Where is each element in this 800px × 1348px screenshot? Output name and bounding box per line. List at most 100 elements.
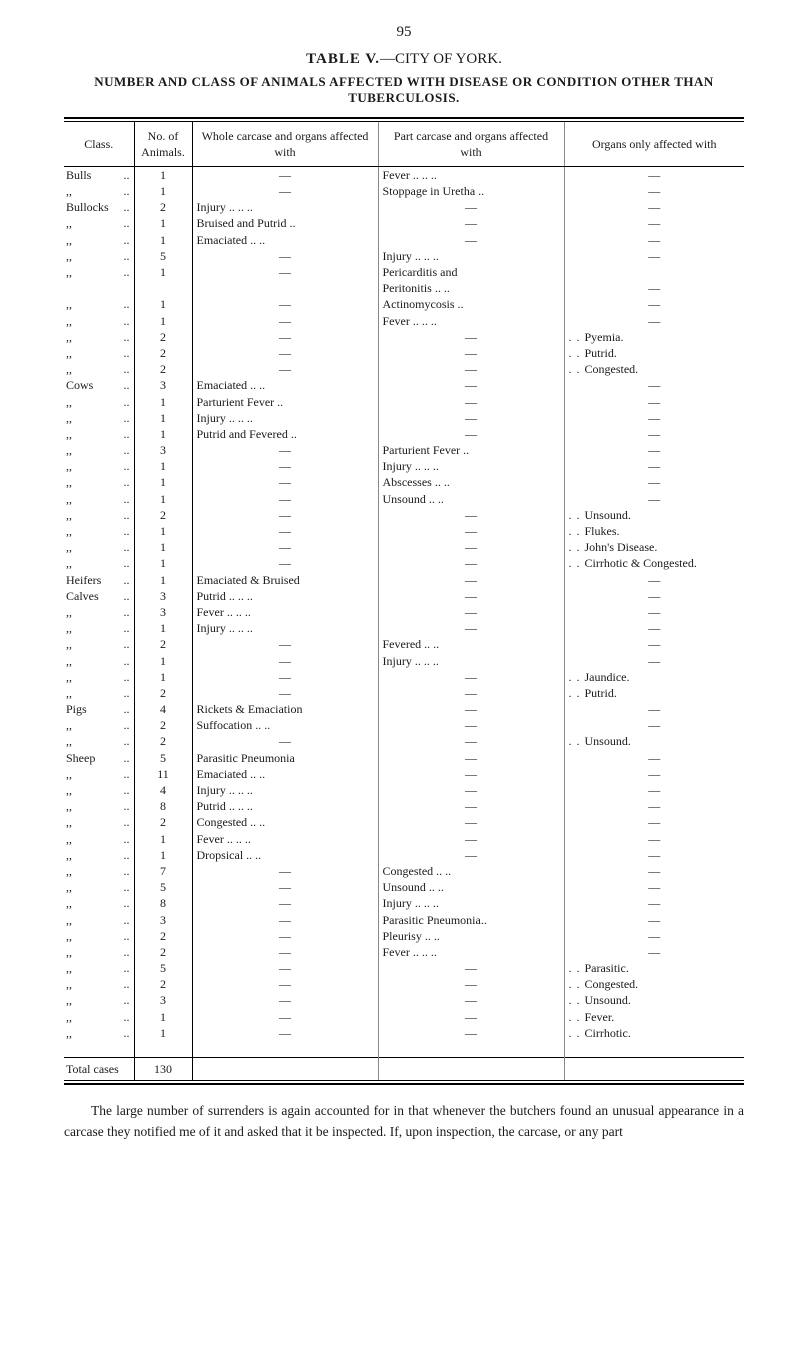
cell-count: 1 [134,458,192,474]
table-cell: Fever .. .. .. [378,944,564,960]
table-cell: . . Unsound. [564,733,744,749]
col-class: Class. [64,122,134,167]
table-row: Bulls..1—Fever .. .. ..— [64,166,744,183]
table-row: ,,..5——. . Parasitic. [64,960,744,976]
table-row: ,,..3Fever .. .. ..—— [64,604,744,620]
table-cell: — [564,442,744,458]
cell-class: Pigs.. [64,701,134,717]
table-cell: . . Unsound. [564,992,744,1008]
table-cell: — [378,345,564,361]
cell-class: ,,.. [64,895,134,911]
table-cell: — [192,166,378,183]
cell-class: ,,.. [64,604,134,620]
table-cell: — [564,215,744,231]
cell-count: 4 [134,782,192,798]
cell-class: ,,.. [64,669,134,685]
table-cell: — [564,653,744,669]
table-cell [64,1041,134,1058]
table-cell: — [378,831,564,847]
table-row: ,,..1Emaciated .. ..—— [64,232,744,248]
cell-count: 11 [134,766,192,782]
table-cell: Injury .. .. .. [378,895,564,911]
cell-count: 1 [134,539,192,555]
table-cell: — [192,992,378,1008]
table-wrapper: Class. No. of Animals. Whole carcase and… [64,117,744,1086]
cell-class: ,,.. [64,345,134,361]
cell-class: ,,.. [64,717,134,733]
table-cell: — [378,620,564,636]
cell-class: ,,.. [64,296,134,312]
table-row: ,,..3—Parturient Fever ..— [64,442,744,458]
table-cell: — [192,879,378,895]
table-cell: — [564,766,744,782]
document-page: 95 TABLE V.—CITY OF YORK. NUMBER AND CLA… [0,0,800,1348]
table-cell: — [378,555,564,571]
cell-class: ,,.. [64,960,134,976]
table-row: ,,..2——. . Putrid. [64,685,744,701]
table-cell: — [378,232,564,248]
cell-class: ,,.. [64,410,134,426]
table-cell: — [564,426,744,442]
table-cell: — [378,814,564,830]
cell-count: 1 [134,831,192,847]
table-cell [378,1058,564,1081]
cell-count: 1 [134,215,192,231]
table-cell [564,1041,744,1058]
table-cell: — [378,766,564,782]
table-cell: Parasitic Pneumonia [192,750,378,766]
table-cell: — [378,507,564,523]
table-row: ,,..2——. . Unsound. [64,733,744,749]
cell-count: 2 [134,717,192,733]
table-row: ,,..1—Fever .. .. ..— [64,313,744,329]
table-cell: — [378,798,564,814]
cell-class: ,,.. [64,1025,134,1041]
cell-class: ,,.. [64,491,134,507]
cell-class: ,,.. [64,426,134,442]
table-cell: — [378,539,564,555]
cell-count: 2 [134,361,192,377]
table-row: ,,..1——. . Jaundice. [64,669,744,685]
table-cell: Putrid and Fevered .. [192,426,378,442]
cell-class: ,,.. [64,912,134,928]
table-cell: — [192,636,378,652]
cell-class: ,,.. [64,766,134,782]
table-row: ,,..1Dropsical .. ..—— [64,847,744,863]
cell-class: ,,.. [64,361,134,377]
table-cell: — [378,361,564,377]
table-cell: Injury .. .. .. [192,410,378,426]
cell-class: ,,.. [64,992,134,1008]
table-cell: — [378,215,564,231]
cell-class: ,,.. [64,329,134,345]
table-cell: Suffocation .. .. [192,717,378,733]
table-cell: — [564,166,744,183]
table-cell: — [564,814,744,830]
table-cell: Emaciated .. .. [192,232,378,248]
cell-class: ,,.. [64,248,134,264]
table-cell: Fevered .. .. [378,636,564,652]
table-cell: — [378,329,564,345]
table-cell [564,264,744,280]
table-cell: . . Putrid. [564,345,744,361]
table-row: ,,..2——. . Pyemia. [64,329,744,345]
cell-count: 1 [134,1025,192,1041]
table-cell: . . Pyemia. [564,329,744,345]
table-cell: — [192,960,378,976]
table-cell: — [192,669,378,685]
table-cell: — [192,653,378,669]
table-cell: Pericarditis and [378,264,564,280]
table-row: ,,..1—Injury .. .. ..— [64,458,744,474]
table-cell [564,1058,744,1081]
cell-count: 2 [134,636,192,652]
cell-class: Sheep.. [64,750,134,766]
cell-class: ,,.. [64,394,134,410]
cell-count: 2 [134,199,192,215]
table-cell: — [564,717,744,733]
cell-count: 3 [134,588,192,604]
cell-class: ,,.. [64,215,134,231]
table-cell: . . John's Disease. [564,539,744,555]
cell-count: 5 [134,960,192,976]
table-row: ,,..1—Injury .. .. ..— [64,653,744,669]
table-cell: — [378,992,564,1008]
cell-count: 2 [134,507,192,523]
cell-count: 2 [134,345,192,361]
